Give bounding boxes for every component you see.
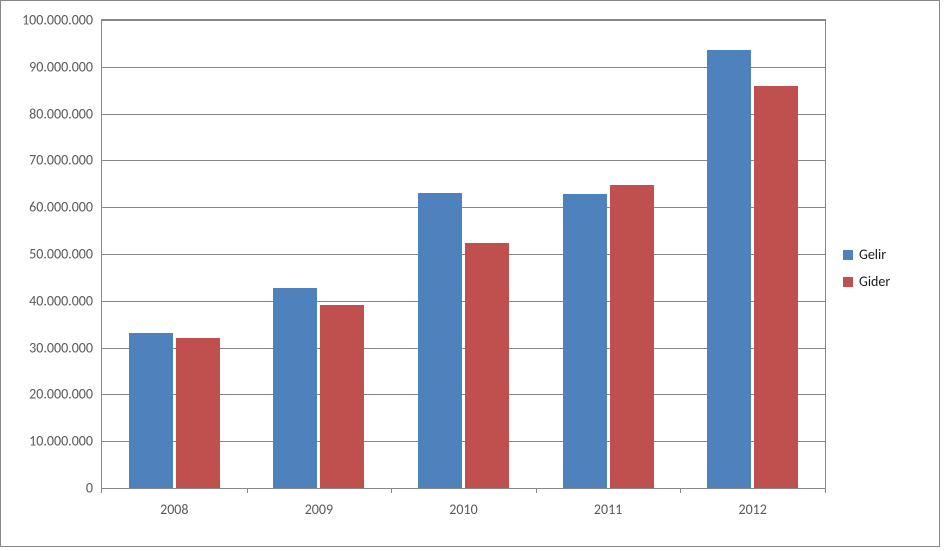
bar-gider-2009	[320, 305, 364, 488]
x-tick-mark	[680, 488, 681, 493]
legend: Gelir Gider	[843, 246, 890, 290]
legend-swatch	[843, 250, 853, 260]
bar-gelir-2009	[273, 288, 317, 488]
x-tick-mark	[536, 488, 537, 493]
y-tick-label: 70.000.000	[3, 152, 93, 169]
y-tick-label: 50.000.000	[3, 246, 93, 263]
legend-label: Gider	[859, 273, 890, 290]
gridline	[102, 20, 825, 21]
y-tick-label: 10.000.000	[3, 433, 93, 450]
x-tick-mark	[101, 488, 102, 493]
legend-item-gider: Gider	[843, 273, 890, 290]
chart-container: Gelir Gider 0 10.000.000 20.000.000 30.000.0…	[0, 0, 940, 547]
y-tick-label: 0	[3, 480, 93, 497]
y-tick-label: 100.000.000	[3, 12, 93, 29]
x-tick-label: 2012	[738, 501, 766, 518]
x-tick-mark	[825, 488, 826, 493]
legend-swatch	[843, 277, 853, 287]
y-tick-label: 40.000.000	[3, 292, 93, 309]
plot-area	[101, 19, 826, 489]
x-tick-mark	[247, 488, 248, 493]
y-tick-label: 20.000.000	[3, 386, 93, 403]
bar-gelir-2010	[418, 193, 462, 488]
y-tick-label: 80.000.000	[3, 105, 93, 122]
x-tick-label: 2010	[449, 501, 477, 518]
bar-gider-2011	[610, 185, 654, 488]
bar-gelir-2011	[563, 194, 607, 488]
bar-gelir-2008	[129, 333, 173, 488]
x-tick-label: 2008	[160, 501, 188, 518]
y-tick-label: 90.000.000	[3, 58, 93, 75]
x-tick-mark	[391, 488, 392, 493]
bar-gelir-2012	[707, 50, 751, 488]
y-tick-label: 60.000.000	[3, 199, 93, 216]
bar-gider-2010	[465, 243, 509, 488]
legend-item-gelir: Gelir	[843, 246, 890, 263]
x-tick-label: 2009	[305, 501, 333, 518]
bar-gider-2008	[176, 338, 220, 488]
y-tick-label: 30.000.000	[3, 339, 93, 356]
legend-label: Gelir	[859, 246, 886, 263]
bar-gider-2012	[754, 86, 798, 488]
x-tick-label: 2011	[594, 501, 622, 518]
